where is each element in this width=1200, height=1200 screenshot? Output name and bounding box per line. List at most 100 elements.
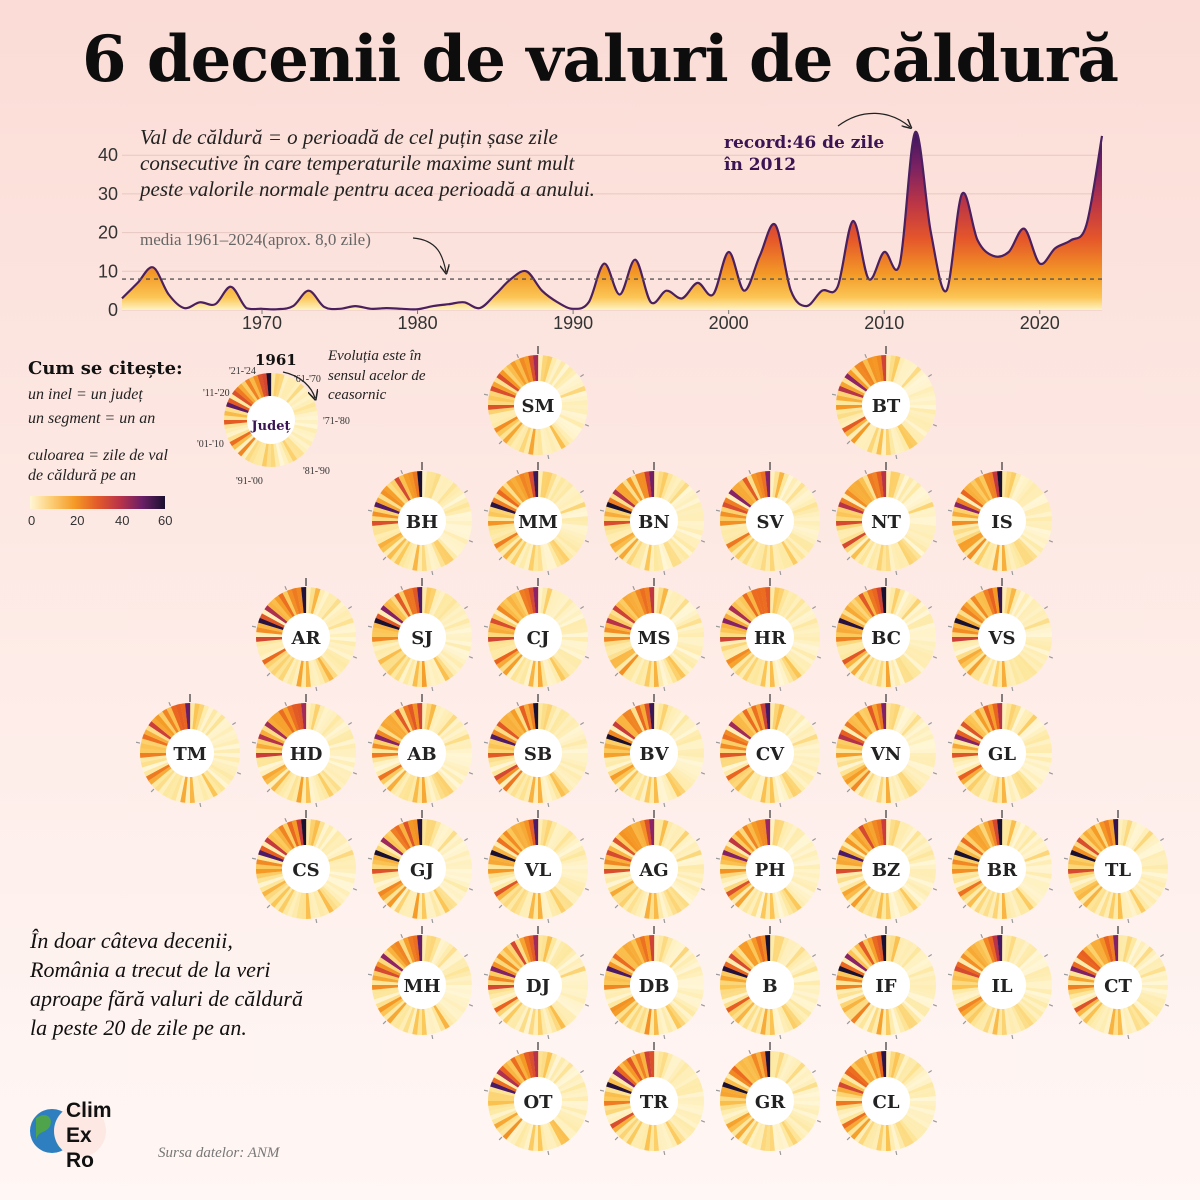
ring-segment — [540, 1051, 548, 1078]
ring-segment — [626, 1056, 643, 1082]
decade-tick — [663, 1034, 666, 1040]
ring-segment — [1008, 937, 1022, 963]
ring-segment — [328, 759, 354, 773]
ring-segment — [899, 711, 918, 735]
ring-segment — [556, 1069, 580, 1088]
ring-segment — [1020, 489, 1044, 508]
ring-segment — [722, 991, 748, 1005]
ring-segment — [506, 363, 525, 387]
ring-segment — [407, 703, 418, 731]
ring-segment — [435, 655, 454, 679]
ring-segment — [785, 653, 806, 676]
ring-segment — [1082, 1001, 1103, 1024]
ring-segment — [1011, 706, 1026, 732]
ring-segment — [858, 656, 875, 682]
county-code-label: TM — [173, 744, 206, 765]
ring-segment — [1024, 733, 1050, 747]
ring-segment — [488, 873, 516, 884]
ring-segment — [142, 759, 168, 773]
ring-segment — [909, 632, 937, 638]
decade-tick — [516, 585, 520, 591]
ring-segment — [1024, 506, 1052, 517]
ring-segment — [310, 659, 321, 687]
ring-segment — [518, 705, 532, 731]
ring-segment — [487, 868, 515, 874]
ring-segment — [978, 890, 993, 916]
county-code-label: MM — [518, 512, 558, 533]
ring-segment — [675, 762, 701, 777]
ring-segment — [622, 887, 641, 911]
ring-segment — [488, 747, 515, 753]
ring-segment — [952, 631, 979, 637]
ring-segment — [876, 1008, 884, 1035]
ring-segment — [305, 892, 311, 920]
decade-tick — [1044, 605, 1049, 610]
ring-segment — [909, 523, 936, 531]
ring-segment — [1023, 845, 1049, 860]
ring-segment — [561, 523, 588, 531]
ring-segment — [656, 935, 664, 962]
ring-segment — [639, 587, 650, 615]
ring-segment — [885, 1124, 891, 1152]
ring-segment — [428, 775, 442, 801]
ring-segment — [549, 540, 566, 566]
county-ring-bz: BZ — [831, 810, 938, 924]
logo-line-3: Ro — [66, 1149, 94, 1172]
ring-segment — [902, 420, 925, 441]
ring-segment — [557, 764, 583, 781]
ring-segment — [862, 1122, 877, 1148]
ring-segment — [140, 757, 168, 768]
ring-segment — [402, 891, 416, 917]
ring-segment — [844, 882, 868, 901]
decade-tick — [1044, 721, 1049, 726]
ring-segment — [282, 822, 297, 848]
ring-segment — [499, 369, 522, 390]
ring-segment — [532, 428, 538, 455]
decade-tick — [1063, 857, 1069, 860]
ring-segment — [676, 527, 702, 541]
ring-segment — [847, 1000, 870, 1021]
clockwise-arrow — [282, 371, 315, 398]
x-tick-labels: 1970 1980 1990 2000 2010 2020 — [242, 310, 1060, 333]
ring-segment — [544, 775, 558, 801]
county-code-label: VS — [988, 628, 1016, 649]
ring-segment — [1021, 996, 1047, 1013]
ring-segment — [560, 385, 586, 399]
ring-segment — [663, 1006, 678, 1032]
ring-segment — [904, 605, 928, 624]
decade-tick — [580, 721, 585, 726]
ring-segment — [676, 991, 702, 1005]
ring-segment — [561, 516, 589, 522]
ring-segment — [561, 871, 588, 879]
decade-tick — [232, 721, 237, 726]
ring-segment — [560, 1105, 588, 1116]
ring-segment — [720, 979, 747, 985]
ring-segment — [665, 1004, 682, 1030]
ring-segment — [955, 497, 981, 512]
ring-segment — [881, 354, 887, 382]
ring-segment — [786, 601, 809, 622]
ring-segment — [728, 766, 752, 785]
ring-segment — [542, 819, 553, 847]
ring-segment — [660, 891, 674, 917]
ring-segment — [907, 729, 933, 744]
ring-segment — [398, 706, 413, 732]
ring-segment — [289, 433, 311, 450]
decade-tick — [748, 469, 752, 475]
ring-segment — [499, 601, 522, 622]
ring-segment — [282, 890, 297, 916]
ring-segment — [841, 493, 867, 510]
ring-segment — [445, 632, 473, 638]
ring-segment — [1076, 953, 1100, 972]
ring-segment — [774, 659, 785, 687]
ring-segment — [322, 884, 345, 905]
x-tick-label: 1990 — [553, 313, 593, 333]
ring-segment — [779, 890, 794, 916]
ring-segment — [1127, 822, 1142, 848]
ring-segment — [658, 1123, 669, 1151]
ring-segment — [175, 703, 186, 731]
ring-segment — [836, 1086, 864, 1097]
ring-segment — [952, 738, 980, 749]
ring-segment — [904, 721, 928, 740]
